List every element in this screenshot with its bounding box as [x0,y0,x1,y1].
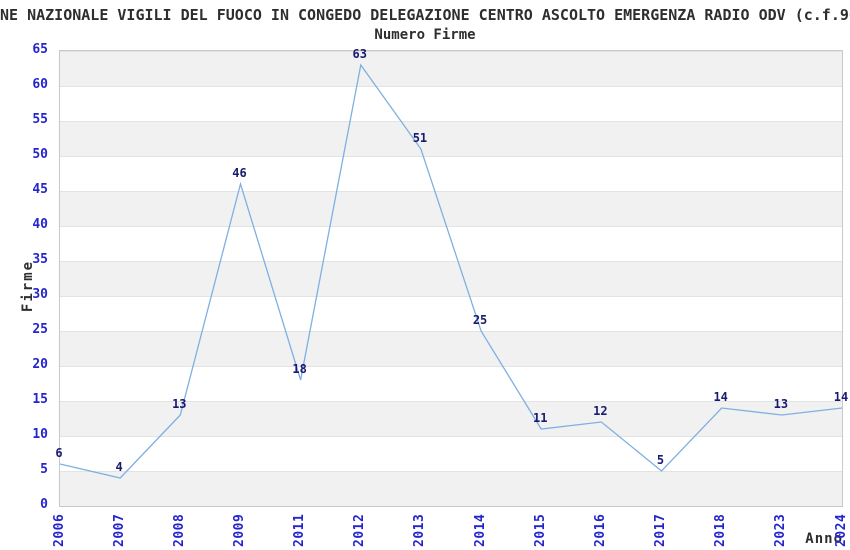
y-tick-label: 25 [32,322,48,337]
gridline [60,400,842,402]
data-point-label: 63 [352,47,367,61]
y-tick-label: 35 [32,252,48,267]
x-tick-label: 2016 [592,513,608,547]
gridline [60,155,842,157]
grid-band [60,331,842,366]
y-tick-label: 5 [40,462,48,477]
y-tick-label: 45 [32,182,48,197]
data-point-label: 6 [55,446,63,460]
grid-band [60,191,842,226]
grid-band [60,261,842,296]
y-tick-label: 40 [32,217,48,232]
chart-subtitle: Numero Firme [374,27,476,43]
grid-band [60,51,842,86]
data-point-label: 46 [232,166,247,180]
data-point-label: 4 [115,460,123,474]
gridline [60,190,842,192]
gridline [60,85,842,87]
gridline [60,435,842,437]
x-tick-label: 2011 [292,513,308,547]
y-tick-label: 20 [32,357,48,372]
x-tick-label: 2007 [111,513,127,547]
y-tick-label: 50 [32,147,48,162]
gridline [60,470,842,472]
y-tick-label: 55 [32,112,48,127]
x-tick-label: 2014 [472,513,488,547]
data-point-label: 14 [713,390,728,404]
gridline [60,365,842,367]
x-tick-label: 2018 [713,513,729,547]
data-point-label: 25 [472,313,488,327]
series-layer [59,63,843,479]
x-tick-label: 2024 [833,513,849,547]
series-polyline [59,63,843,479]
data-point-label: 12 [593,404,608,418]
x-tick-label: 2008 [171,513,187,547]
gridline [60,225,842,227]
y-tick-label: 15 [32,392,48,407]
data-point-label: 14 [833,390,849,404]
gridline [60,120,842,122]
plot-area [59,50,843,507]
data-point-label: 13 [773,397,789,411]
y-tick-label: 65 [32,42,48,57]
data-point-label: 11 [532,411,548,425]
x-tick-label: 2012 [352,513,368,547]
data-point-label: 5 [656,453,665,467]
x-tick-label: 2009 [231,513,247,547]
x-tick-label: 2017 [653,513,669,547]
grid-band [60,121,842,156]
gridline [60,330,842,332]
y-tick-label: 30 [32,287,48,302]
x-tick-label: 2013 [412,513,428,547]
y-tick-label: 60 [32,77,48,92]
gridline [60,50,842,52]
data-point-label: 51 [412,131,428,145]
data-point-label: 13 [172,397,187,411]
x-tick-label: 2023 [773,513,789,547]
y-tick-label: 0 [40,497,48,512]
chart-title: NE NAZIONALE VIGILI DEL FUOCO IN CONGEDO… [0,6,850,24]
grid-band [60,471,842,506]
x-axis-title: Anno [805,531,843,547]
gridline [60,295,842,297]
gridline [60,260,842,262]
data-point-label: 18 [292,362,307,376]
y-tick-label: 10 [32,427,48,442]
x-tick-label: 2015 [532,513,548,547]
x-tick-label: 2006 [51,513,67,547]
